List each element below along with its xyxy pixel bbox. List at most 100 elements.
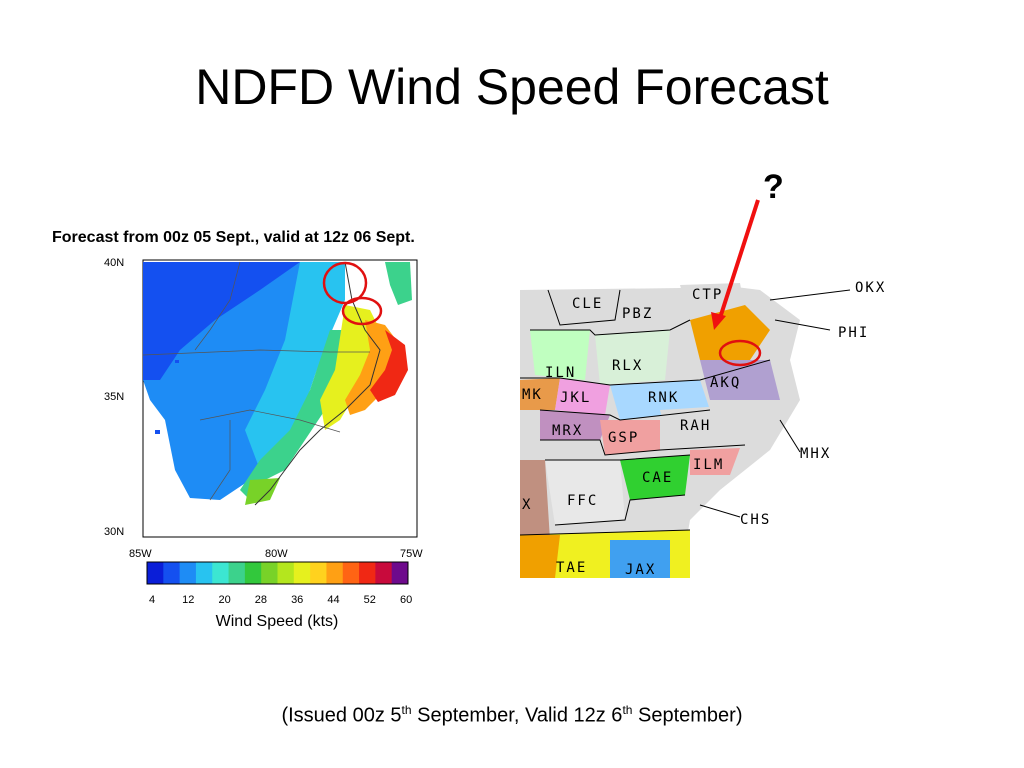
legend-swatch [277,562,295,584]
wfo-area-cle [548,290,620,325]
wind-field-yellow [320,305,380,430]
wind-field-dark-blue [143,262,300,380]
legend-swatch [228,562,246,584]
wfo-area-west [520,460,550,540]
wfo-highlight-circle [718,339,762,367]
wfo-area-mfl [520,535,560,578]
lon-label: 85W [129,548,152,560]
map-heading: Forecast from 00z 05 Sept., valid at 12z… [52,229,415,246]
legend-tick-label: 4 [148,594,156,606]
wind-field-green-south [245,478,280,505]
wind-field-green [240,330,355,500]
slide-caption: (Issued 00z 5th September, Valid 12z 6th… [0,703,1024,728]
label-leader-lines [699,289,851,518]
legend-swatch [310,562,327,584]
wfo-area-iln [530,330,590,380]
wfo-label: JAX [625,562,657,578]
wfo-area-jax [610,540,670,578]
legend-tick-label: 52 [363,594,376,606]
lon-label: 80W [265,548,288,560]
wfo-borders [519,289,771,536]
wfo-label: GSP [608,430,640,446]
wfo-area-jkl [555,378,610,415]
wfo-label: RAH [680,418,712,434]
legend-swatch [326,562,344,584]
wfo-area-ilm [690,448,740,475]
state-borders [143,261,370,501]
legend-tick-label: 28 [254,594,268,606]
legend-swatch [342,562,360,584]
wfo-outside-label: OKX [855,280,887,296]
legend-tick-label: 12 [182,594,195,606]
wfo-area-cae [620,455,690,500]
legend-swatch [391,562,409,584]
wind-speed-legend-bar [146,561,409,585]
wind-field-orange [345,320,400,415]
lat-label: 35N [104,391,125,403]
wfo-label: PBZ [622,306,654,322]
legend-tick-label: 60 [399,594,413,606]
caption-part: September) [632,704,743,727]
wfo-area-pbz [618,290,680,340]
legend-tick-label: 20 [218,594,231,606]
wfo-label: CTP [692,287,724,303]
wfo-label: JKL [560,390,592,406]
legend-swatch [147,562,164,584]
wfo-label: CAE [642,470,674,486]
wfo-label: ILN [545,365,577,381]
caption-superscript: th [622,703,633,717]
legend-swatch [179,562,197,584]
wind-speed-map [142,259,418,538]
legend-swatch [375,562,393,584]
wfo-area-rlx [595,330,670,385]
wfo-label: MRX [552,423,584,439]
annotation-arrow [718,199,760,319]
legend-tick-label: 44 [327,594,340,606]
wfo-area-mrx [540,410,610,440]
wfo-area-rah [660,405,745,450]
legend-border [146,561,409,585]
legend-swatch [212,562,230,584]
wfo-label: TAE [556,560,588,576]
legend-swatch [293,562,311,584]
wind-field-green-northeast [385,262,412,305]
wfo-label: ILM [693,457,725,473]
legend-title: Wind Speed (kts) [215,613,339,630]
caption-superscript: th [401,703,412,717]
legend-swatch [195,562,213,584]
wfo-area-ffc [545,460,625,525]
legend-swatch [261,562,278,584]
highlight-circle-north [322,261,368,305]
wfo-label: MK [522,387,543,403]
caption-part: (Issued 00z 5 [281,704,402,727]
wfo-area-lwx [690,305,770,360]
wfo-outside-label: CHS [740,512,772,528]
wfo-label: CLE [572,296,604,312]
wfo-label: AKQ [710,375,742,391]
wfo-label: RLX [612,358,644,374]
wfo-region-map [519,199,851,578]
annotation-arrowhead [711,312,726,330]
highlight-circle-south [341,296,383,326]
wfo-outside-label: MHX [800,446,832,462]
wind-field-red [370,330,408,402]
wfo-area-mk [520,378,560,410]
wfo-area-akq [700,360,780,400]
wfo-area-gsp [600,420,660,455]
caption-part: September, Valid 12z 6 [411,704,623,727]
question-mark: ? [763,168,784,206]
legend-tick-label: 36 [291,594,304,606]
coastline [254,261,381,506]
wfo-label: FFC [567,493,599,509]
wind-field-cyan [245,262,345,470]
wfo-label: RNK [648,390,680,406]
lon-label: 75W [400,548,423,560]
slide-title: NDFD Wind Speed Forecast [195,59,829,115]
lat-label: 40N [104,257,125,269]
wfo-label: X [522,497,533,513]
legend-swatch [359,562,376,584]
scattered-wind-dots [150,300,204,434]
wfo-outside-label: PHI [838,325,870,341]
lat-label: 30N [104,526,125,538]
